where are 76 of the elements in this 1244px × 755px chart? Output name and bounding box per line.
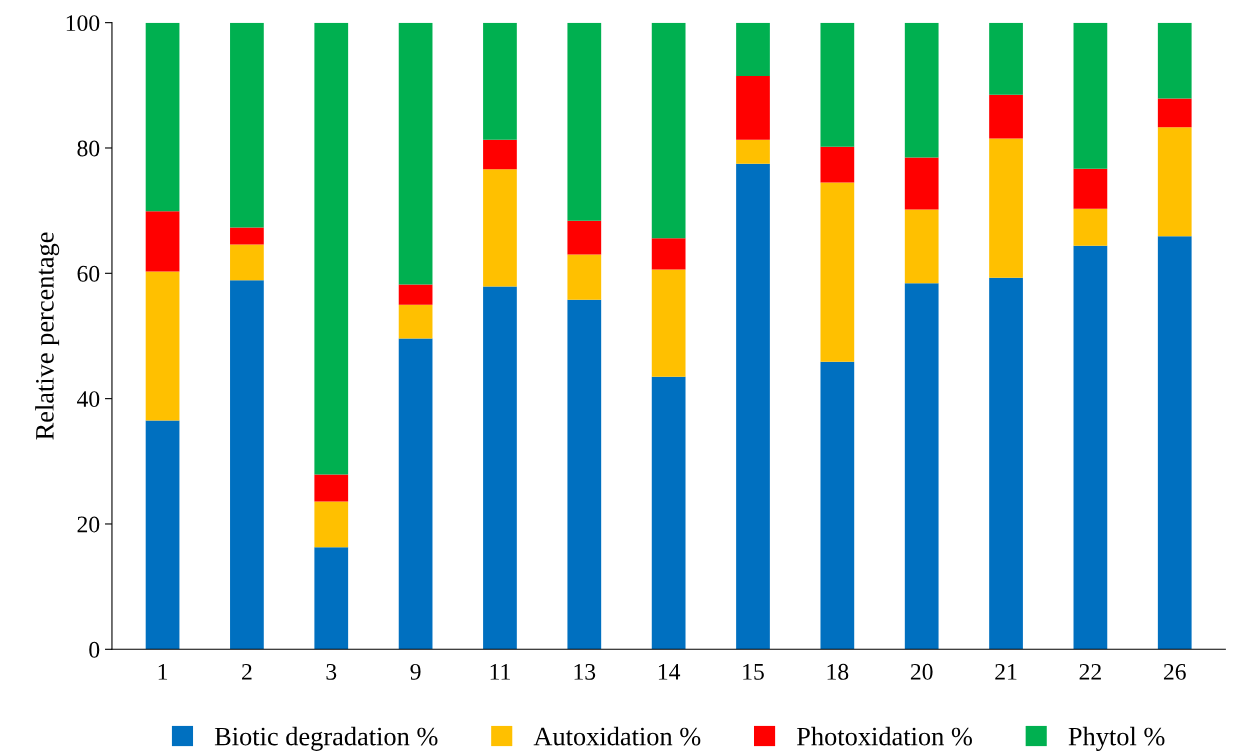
y-axis-title: Relative percentage — [35, 232, 60, 440]
bar — [314, 22, 349, 475]
legend-label: Autoxidation % — [533, 726, 701, 746]
bar — [567, 254, 602, 300]
y-tick-label: 20 — [77, 516, 100, 533]
bar — [145, 211, 180, 272]
bar — [314, 474, 349, 502]
bar — [1157, 127, 1192, 237]
bar — [989, 277, 1023, 650]
bar — [989, 22, 1023, 95]
x-tick-label: 26 — [1163, 663, 1186, 680]
bar — [398, 338, 433, 650]
bar — [145, 22, 180, 212]
bar — [230, 280, 264, 650]
bar — [314, 501, 349, 548]
x-tick-label: 2 — [242, 663, 252, 680]
bar — [230, 244, 264, 281]
bar — [736, 139, 770, 164]
bar — [1157, 236, 1192, 650]
bar — [567, 22, 602, 221]
bar — [145, 271, 180, 421]
y-tick-label: 0 — [89, 641, 100, 658]
bar — [1157, 98, 1192, 128]
bar — [736, 75, 770, 140]
bar — [483, 22, 517, 140]
y-tick-label: 100 — [66, 15, 100, 32]
x-tick-label: 11 — [490, 663, 510, 680]
bar — [651, 22, 686, 239]
legend-label: Phytol % — [1068, 726, 1165, 751]
bar — [989, 138, 1023, 278]
bar — [904, 209, 939, 284]
bar — [398, 284, 433, 305]
legend-label: Photoxidation % — [796, 726, 972, 746]
bar — [651, 269, 686, 377]
bar — [398, 304, 433, 339]
bar — [1157, 22, 1192, 99]
x-tick-label: 9 — [410, 663, 421, 680]
bar — [230, 227, 264, 245]
x-tick-label: 13 — [574, 663, 596, 680]
y-tick-label: 40 — [77, 391, 100, 408]
bar — [483, 286, 517, 650]
bar — [820, 146, 855, 183]
bar — [989, 94, 1023, 139]
bar — [904, 22, 939, 158]
x-tick-label: 14 — [658, 663, 681, 680]
bar — [1073, 208, 1108, 246]
x-tick-label: 20 — [910, 663, 933, 680]
x-tick-label: 21 — [995, 663, 1017, 680]
bar — [230, 22, 264, 228]
bar — [904, 283, 939, 650]
bar — [145, 420, 180, 650]
bar — [651, 376, 686, 650]
bar — [1073, 22, 1108, 169]
x-tick-label: 3 — [326, 663, 337, 680]
bar — [567, 299, 602, 650]
x-tick-label: 22 — [1079, 663, 1101, 680]
x-tick-label: 1 — [158, 663, 168, 680]
bar — [483, 139, 517, 170]
legend-label: Biotic degradation % — [214, 726, 438, 751]
y-tick-label: 80 — [77, 140, 100, 157]
bar — [820, 361, 855, 650]
bar — [314, 547, 349, 650]
x-tick-label: 18 — [827, 663, 849, 680]
bar — [820, 22, 855, 147]
bar — [398, 22, 433, 285]
bar — [904, 157, 939, 210]
bar — [483, 169, 517, 287]
bar — [567, 220, 602, 255]
bar — [736, 22, 770, 76]
bar — [1073, 245, 1108, 650]
bar — [1073, 168, 1108, 209]
y-tick-label: 60 — [77, 265, 100, 282]
bar — [651, 238, 686, 270]
bar — [820, 182, 855, 362]
bar — [736, 163, 770, 650]
x-tick-label: 15 — [743, 663, 764, 680]
